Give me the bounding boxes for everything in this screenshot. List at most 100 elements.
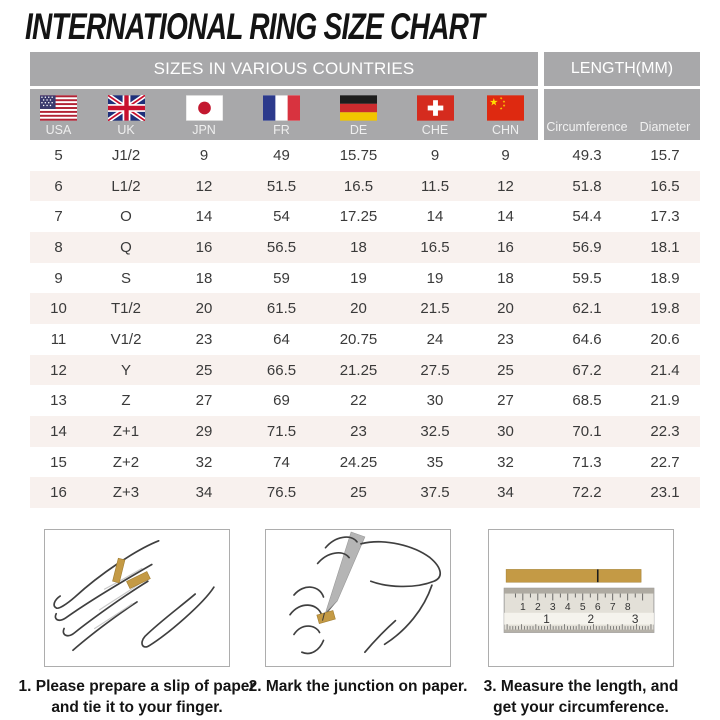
ring-size-table: SIZES IN VARIOUS COUNTRIES LENGTH(MM) xyxy=(30,52,700,509)
table-row: 5 J1/2 9 49 15.75 9 9 49.3 15.7 xyxy=(30,140,700,171)
step-3-caption: 3. Measure the length, and get your circ… xyxy=(484,676,679,718)
table-cell: 64 xyxy=(273,330,290,348)
svg-text:2: 2 xyxy=(535,602,541,613)
table-cell: 24.25 xyxy=(339,453,378,471)
step-2-mark-junction: 2. Mark the junction on paper. xyxy=(249,529,467,697)
table-cell: 16 xyxy=(497,238,514,256)
table-cell: 49.3 xyxy=(572,146,602,164)
table-cell: 20.6 xyxy=(650,330,680,348)
table-cell: 5 xyxy=(54,146,63,164)
table-cell: 16.5 xyxy=(420,238,450,256)
table-cell: L1/2 xyxy=(111,177,141,195)
table-cell: 15.75 xyxy=(339,146,378,164)
table-cell: 24 xyxy=(426,330,444,348)
table-cell: 37.5 xyxy=(420,484,450,502)
table-cell: 51.8 xyxy=(572,177,602,195)
column-label: JPN xyxy=(192,123,216,137)
table-cell: V1/2 xyxy=(110,330,142,348)
table-cell: 17.25 xyxy=(339,208,378,226)
svg-text:1: 1 xyxy=(543,612,550,626)
table-cell: 13 xyxy=(50,392,67,410)
table-cell: 16.5 xyxy=(650,177,680,195)
table-cell: 14 xyxy=(195,208,213,226)
uk-flag-icon xyxy=(107,95,145,121)
table-cell: Z+2 xyxy=(112,453,140,471)
table-cell: 21.4 xyxy=(650,361,680,379)
column-label: FR xyxy=(273,123,290,137)
step-2-caption: 2. Mark the junction on paper. xyxy=(249,676,468,697)
table-cell: 59.5 xyxy=(572,269,602,287)
svg-text:4: 4 xyxy=(565,602,571,613)
fr-flag-icon xyxy=(263,95,300,121)
table-cell: 70.1 xyxy=(572,422,602,440)
paper-slip-icon xyxy=(112,557,151,589)
table-cell: 25 xyxy=(497,361,514,379)
column-label: USA xyxy=(45,123,72,137)
table-row: 10 T1/2 20 61.5 20 21.5 20 62.1 19.8 xyxy=(30,293,700,325)
table-cell: 18 xyxy=(195,269,213,287)
table-column-header-row: USA UK JPN FR xyxy=(30,89,700,140)
table-cell: 18 xyxy=(350,238,367,256)
table-cell: 6 xyxy=(54,177,63,195)
table-cell: 20 xyxy=(350,300,367,318)
de-flag-icon xyxy=(340,95,377,121)
table-cell: 56.9 xyxy=(572,238,602,256)
table-group-header-row: SIZES IN VARIOUS COUNTRIES LENGTH(MM) xyxy=(30,52,700,86)
column-header-fr: FR xyxy=(243,89,320,140)
column-label: CHE xyxy=(421,123,449,137)
table-cell: 54 xyxy=(273,208,290,226)
ruler-bottom-ticks xyxy=(506,624,652,630)
table-cell: 23 xyxy=(195,330,213,348)
table-cell: 72.2 xyxy=(572,484,602,502)
table-cell: 32 xyxy=(195,453,213,471)
table-row: 9 S 18 59 19 19 18 59.5 18.9 xyxy=(30,263,700,294)
table-cell: 30 xyxy=(497,422,514,440)
table-cell: 9 xyxy=(430,146,440,164)
paper-strip-icon xyxy=(505,569,642,583)
jpn-flag-icon xyxy=(185,95,223,121)
table-cell: 74 xyxy=(273,453,290,471)
table-cell: 14 xyxy=(50,422,67,440)
table-cell: 71.3 xyxy=(572,453,602,471)
column-header-uk: UK xyxy=(87,89,165,140)
hand-with-paper-illustration xyxy=(53,540,215,652)
table-cell: 18.1 xyxy=(650,238,680,256)
table-cell: 23 xyxy=(350,422,367,440)
table-row: 14 Z+1 29 71.5 23 32.5 30 70.1 22.3 xyxy=(30,416,700,447)
table-cell: Z xyxy=(121,392,131,410)
table-cell: 9 xyxy=(501,146,510,164)
table-cell: 16.5 xyxy=(343,177,374,195)
svg-text:8: 8 xyxy=(625,602,631,613)
table-cell: Z+1 xyxy=(112,422,140,440)
table-cell: 27 xyxy=(195,392,213,410)
table-cell: 61.5 xyxy=(266,300,297,318)
table-row: 15 Z+2 32 74 24.25 35 32 71.3 22.7 xyxy=(30,447,700,478)
table-cell: 66.5 xyxy=(266,361,297,379)
table-cell: 14 xyxy=(497,208,514,226)
table-cell: 20.75 xyxy=(339,330,378,348)
ruler-cm-ticks xyxy=(514,593,644,601)
ruler-inch-numbers: 1 2 3 xyxy=(543,612,639,626)
table-cell: 64.6 xyxy=(572,330,602,348)
table-cell: 12 xyxy=(50,361,67,379)
table-cell: 32 xyxy=(497,453,514,471)
column-header-circumference: Circumference xyxy=(544,89,630,140)
table-row: 7 O 14 54 17.25 14 14 54.4 17.3 xyxy=(30,201,700,232)
table-cell: 21.25 xyxy=(339,361,378,379)
table-cell: 14 xyxy=(426,208,444,226)
table-row: 16 Z+3 34 76.5 25 37.5 34 72.2 23.1 xyxy=(30,477,700,509)
table-cell: 15 xyxy=(50,453,67,471)
table-cell: 32.5 xyxy=(420,422,450,440)
table-cell: 21.5 xyxy=(420,300,450,318)
che-flag-icon xyxy=(416,95,454,121)
table-cell: 11.5 xyxy=(420,177,450,195)
table-cell: J1/2 xyxy=(111,146,141,164)
marking-pen-illustration xyxy=(289,531,441,655)
table-cell: 9 xyxy=(54,269,63,287)
caption-line: and tie it to your finger. xyxy=(51,699,223,716)
svg-text:5: 5 xyxy=(580,602,586,613)
table-cell: 67.2 xyxy=(572,361,602,379)
table-cell: 25 xyxy=(195,361,213,379)
